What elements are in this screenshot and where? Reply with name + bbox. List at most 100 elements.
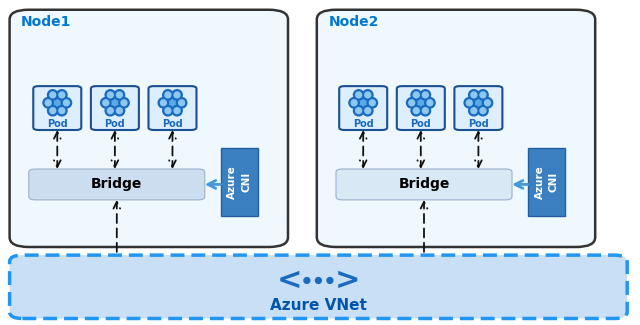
Text: Bridge: Bridge (398, 177, 450, 191)
Ellipse shape (356, 92, 362, 98)
Bar (221, 148, 258, 216)
Ellipse shape (163, 106, 173, 116)
Ellipse shape (427, 100, 433, 106)
Ellipse shape (411, 106, 422, 116)
Ellipse shape (420, 106, 431, 116)
Ellipse shape (422, 108, 428, 114)
Text: Node2: Node2 (328, 15, 379, 29)
Text: Azure
CNI: Azure CNI (534, 165, 559, 199)
Ellipse shape (316, 278, 321, 283)
Ellipse shape (43, 98, 53, 108)
Ellipse shape (413, 108, 419, 114)
Text: Node1: Node1 (21, 15, 72, 29)
Ellipse shape (56, 106, 67, 116)
FancyBboxPatch shape (91, 86, 139, 130)
FancyBboxPatch shape (336, 169, 512, 200)
Text: Pod: Pod (104, 119, 125, 129)
Ellipse shape (369, 100, 375, 106)
Ellipse shape (165, 108, 171, 114)
Ellipse shape (356, 108, 362, 114)
FancyBboxPatch shape (317, 10, 595, 247)
Ellipse shape (422, 92, 428, 98)
Ellipse shape (161, 100, 166, 106)
Ellipse shape (367, 98, 378, 108)
Ellipse shape (50, 108, 56, 114)
Ellipse shape (114, 106, 125, 116)
Ellipse shape (417, 98, 425, 107)
Ellipse shape (108, 96, 122, 110)
Ellipse shape (105, 90, 116, 100)
Ellipse shape (174, 108, 180, 114)
Text: Pod: Pod (47, 119, 68, 129)
Ellipse shape (47, 106, 58, 116)
FancyBboxPatch shape (148, 86, 196, 130)
Ellipse shape (353, 90, 364, 100)
Ellipse shape (168, 98, 177, 107)
Ellipse shape (471, 108, 477, 114)
Ellipse shape (327, 278, 333, 283)
Ellipse shape (477, 90, 488, 100)
Ellipse shape (177, 98, 187, 108)
Text: <: < (277, 266, 302, 295)
Ellipse shape (420, 90, 431, 100)
Ellipse shape (111, 98, 119, 107)
Ellipse shape (359, 98, 367, 107)
Text: Azure VNet: Azure VNet (270, 298, 367, 313)
FancyBboxPatch shape (29, 169, 205, 200)
Ellipse shape (56, 90, 67, 100)
Ellipse shape (483, 98, 493, 108)
Ellipse shape (121, 100, 127, 106)
Text: Azure
CNI: Azure CNI (227, 165, 252, 199)
Ellipse shape (116, 92, 122, 98)
Ellipse shape (172, 90, 182, 100)
Ellipse shape (468, 106, 479, 116)
FancyBboxPatch shape (454, 86, 502, 130)
Ellipse shape (51, 96, 64, 110)
Ellipse shape (406, 98, 417, 108)
FancyBboxPatch shape (397, 86, 445, 130)
FancyBboxPatch shape (10, 255, 627, 318)
Text: Pod: Pod (162, 119, 183, 129)
Ellipse shape (356, 96, 370, 110)
Text: Pod: Pod (410, 119, 431, 129)
Ellipse shape (484, 100, 490, 106)
Ellipse shape (474, 98, 483, 107)
Ellipse shape (464, 98, 474, 108)
Ellipse shape (50, 92, 56, 98)
Ellipse shape (174, 92, 180, 98)
Ellipse shape (47, 90, 58, 100)
Text: >: > (335, 266, 360, 295)
Ellipse shape (108, 92, 113, 98)
Ellipse shape (365, 92, 371, 98)
Ellipse shape (116, 108, 122, 114)
FancyBboxPatch shape (339, 86, 387, 130)
Ellipse shape (108, 108, 113, 114)
Text: Bridge: Bridge (91, 177, 143, 191)
Ellipse shape (59, 108, 65, 114)
Ellipse shape (472, 96, 485, 110)
Ellipse shape (163, 90, 173, 100)
Ellipse shape (45, 100, 51, 106)
Bar (528, 148, 565, 216)
Ellipse shape (63, 100, 69, 106)
Ellipse shape (114, 90, 125, 100)
Ellipse shape (471, 92, 477, 98)
Ellipse shape (477, 106, 488, 116)
FancyBboxPatch shape (10, 10, 288, 247)
Ellipse shape (480, 108, 486, 114)
Ellipse shape (353, 106, 364, 116)
Ellipse shape (53, 98, 61, 107)
Ellipse shape (351, 100, 357, 106)
Ellipse shape (103, 100, 109, 106)
Text: Pod: Pod (353, 119, 374, 129)
Ellipse shape (179, 100, 184, 106)
Text: Pod: Pod (468, 119, 489, 129)
Ellipse shape (362, 106, 373, 116)
Ellipse shape (119, 98, 129, 108)
Ellipse shape (414, 96, 428, 110)
Ellipse shape (158, 98, 168, 108)
Ellipse shape (480, 92, 486, 98)
Ellipse shape (467, 100, 472, 106)
Ellipse shape (304, 278, 310, 283)
Ellipse shape (59, 92, 65, 98)
